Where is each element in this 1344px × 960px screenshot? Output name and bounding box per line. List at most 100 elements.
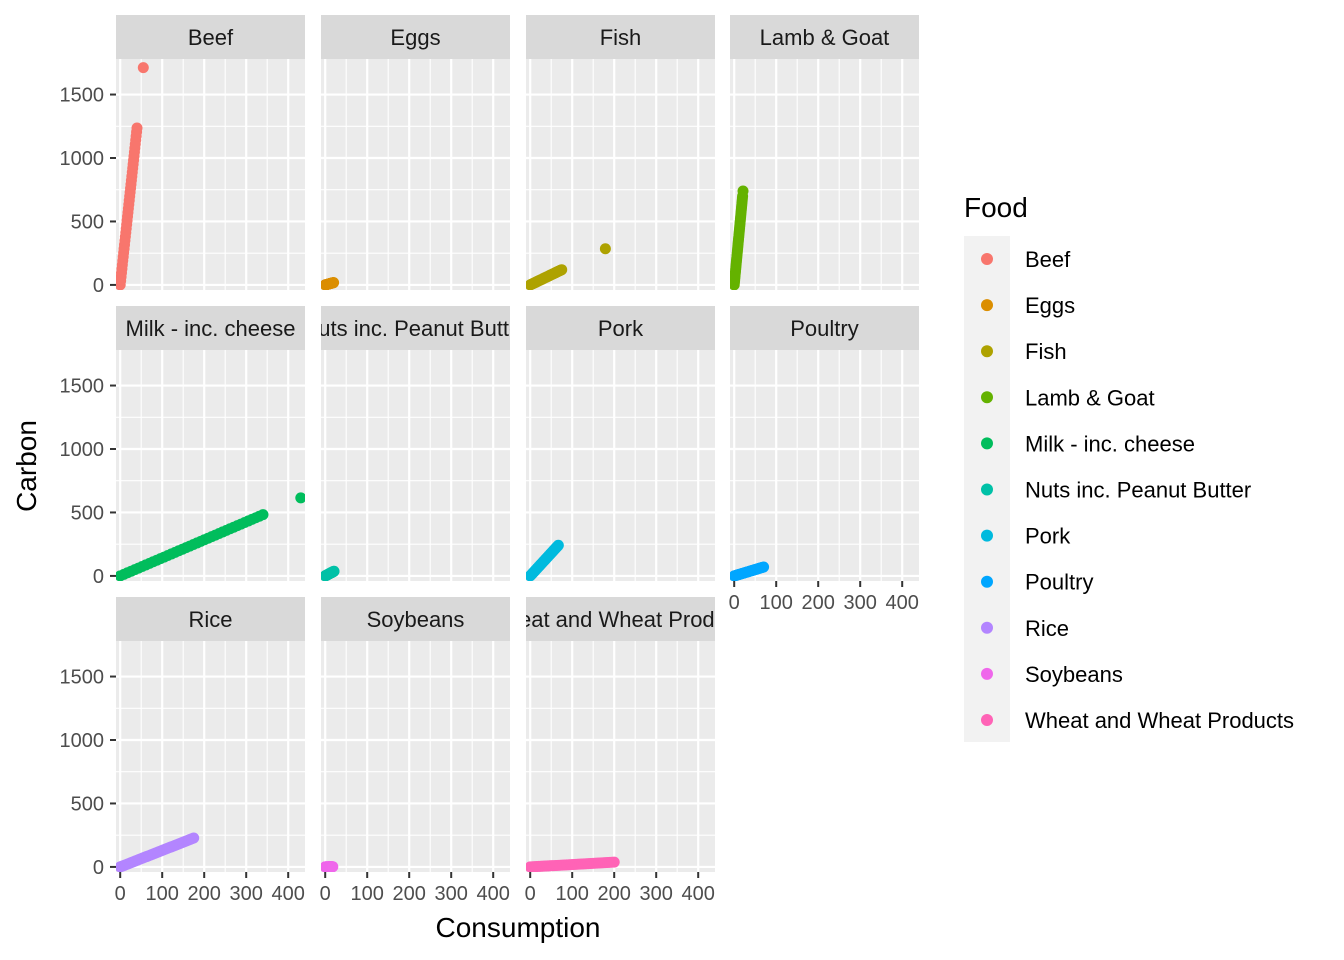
x-tick-label: 100 <box>351 883 384 905</box>
legend-label-pork: Pork <box>1025 524 1071 549</box>
point-poultry <box>758 561 770 573</box>
points-pork <box>526 539 564 581</box>
x-tick-label: 400 <box>272 883 305 905</box>
strip-poultry <box>730 306 919 350</box>
plot-background-eggs <box>321 59 510 290</box>
plot-background-lamb-goat <box>730 59 919 290</box>
grid-rice <box>116 641 305 872</box>
x-tick-label: 200 <box>802 592 835 614</box>
panel-poultry: Poultry <box>730 306 919 581</box>
plot-background-fish <box>526 59 715 290</box>
point-lamb-goat <box>737 185 749 197</box>
y-tick-label: 1000 <box>60 148 105 170</box>
strip-label-nuts-inc-peanut-butter: Nuts inc. Peanut Butter <box>302 316 528 341</box>
point-fish <box>556 264 568 276</box>
legend-key-beef <box>981 253 993 265</box>
panel-nuts-inc-peanut-butter: Nuts inc. Peanut Butter <box>302 306 528 581</box>
point-milk-inc-cheese <box>295 492 305 504</box>
point-pork <box>552 539 564 551</box>
legend-title: Food <box>964 192 1028 223</box>
legend-label-eggs: Eggs <box>1025 293 1075 318</box>
x-tick-label: 400 <box>477 883 510 905</box>
points-soybeans <box>321 861 339 872</box>
strip-beef <box>116 15 305 59</box>
panel-wheat-and-wheat-products: Wheat and Wheat Products <box>486 597 755 872</box>
legend-key-fish <box>981 345 993 358</box>
legend-key-wheat-and-wheat-products <box>981 714 993 726</box>
point-nuts-inc-peanut-butter <box>328 565 340 577</box>
y-tick-label: 1500 <box>60 667 105 689</box>
x-tick-label: 200 <box>393 883 426 905</box>
x-tick-label: 0 <box>115 883 126 905</box>
plot-background-nuts-inc-peanut-butter <box>321 350 510 581</box>
strip-label-soybeans: Soybeans <box>367 607 465 632</box>
legend: Food Beef Eggs Fish Lamb & Goat Milk - inc. … <box>964 192 1294 742</box>
points-wheat-and-wheat-products <box>526 856 620 872</box>
strip-milk-inc-cheese <box>116 306 305 350</box>
panels-layer: Beef Eggs Fish Lamb & Goat Milk - inc. chees… <box>116 15 919 872</box>
points-milk-inc-cheese <box>116 492 305 581</box>
x-tick-label: 400 <box>886 592 919 614</box>
point-fish <box>599 243 611 255</box>
legend-label-nuts-inc-peanut-butter: Nuts inc. Peanut Butter <box>1025 478 1251 503</box>
y-tick-label: 500 <box>71 502 104 524</box>
strip-label-wheat-and-wheat-products: Wheat and Wheat Products <box>486 607 755 632</box>
point-eggs <box>328 277 340 289</box>
points-fish <box>526 243 611 290</box>
x-axis-title: Consumption <box>436 912 601 943</box>
x-tick-label: 200 <box>598 883 631 905</box>
strip-label-rice: Rice <box>188 607 232 632</box>
x-tick-label: 400 <box>682 883 715 905</box>
y-tick-label: 1000 <box>60 439 105 461</box>
legend-label-fish: Fish <box>1025 339 1067 364</box>
y-tick-label: 0 <box>93 275 104 297</box>
legend-key-poultry <box>981 575 993 588</box>
x-tick-label: 300 <box>435 883 468 905</box>
x-tick-label: 300 <box>640 883 673 905</box>
point-milk-inc-cheese <box>257 509 269 521</box>
y-tick-label: 1500 <box>60 85 105 107</box>
panel-soybeans: Soybeans <box>321 597 510 872</box>
plot-background-poultry <box>730 350 919 581</box>
strip-lamb-goat <box>730 15 919 59</box>
point-soybeans <box>327 861 339 872</box>
grid-poultry <box>730 350 919 581</box>
legend-key-nuts-inc-peanut-butter <box>981 483 993 496</box>
legend-key-eggs <box>981 299 993 312</box>
strip-wheat-and-wheat-products <box>526 597 715 641</box>
y-tick-label: 500 <box>71 211 104 233</box>
strip-label-pork: Pork <box>598 316 644 341</box>
grid-pork <box>526 350 715 581</box>
legend-label-soybeans: Soybeans <box>1025 662 1123 687</box>
x-tick-label: 200 <box>188 883 221 905</box>
grid-fish <box>526 59 715 290</box>
strip-nuts-inc-peanut-butter <box>321 306 510 350</box>
plot-background-rice <box>116 641 305 872</box>
plot-background-soybeans <box>321 641 510 872</box>
y-tick-label: 0 <box>93 566 104 588</box>
panel-lamb-goat: Lamb & Goat <box>730 15 919 290</box>
grid-nuts-inc-peanut-butter <box>321 350 510 581</box>
x-tick-label: 300 <box>844 592 877 614</box>
point-beef <box>137 62 149 74</box>
legend-key-milk-inc-cheese <box>981 437 993 450</box>
strip-label-milk-inc-cheese: Milk - inc. cheese <box>126 316 296 341</box>
strip-pork <box>526 306 715 350</box>
grid-soybeans <box>321 641 510 872</box>
points-lamb-goat <box>730 185 749 290</box>
strip-soybeans <box>321 597 510 641</box>
panel-milk-inc-cheese: Milk - inc. cheese <box>116 306 305 581</box>
point-rice <box>188 832 200 844</box>
strip-label-poultry: Poultry <box>790 316 858 341</box>
x-tick-label: 300 <box>230 883 263 905</box>
point-beef <box>131 122 143 134</box>
plot-background-beef <box>116 59 305 290</box>
x-tick-label: 0 <box>729 592 740 614</box>
y-axis-title: Carbon <box>11 420 42 512</box>
x-tick-label: 0 <box>525 883 536 905</box>
x-tick-label: 100 <box>556 883 589 905</box>
strip-label-fish: Fish <box>600 25 642 50</box>
strip-rice <box>116 597 305 641</box>
legend-label-milk-inc-cheese: Milk - inc. cheese <box>1025 431 1195 456</box>
